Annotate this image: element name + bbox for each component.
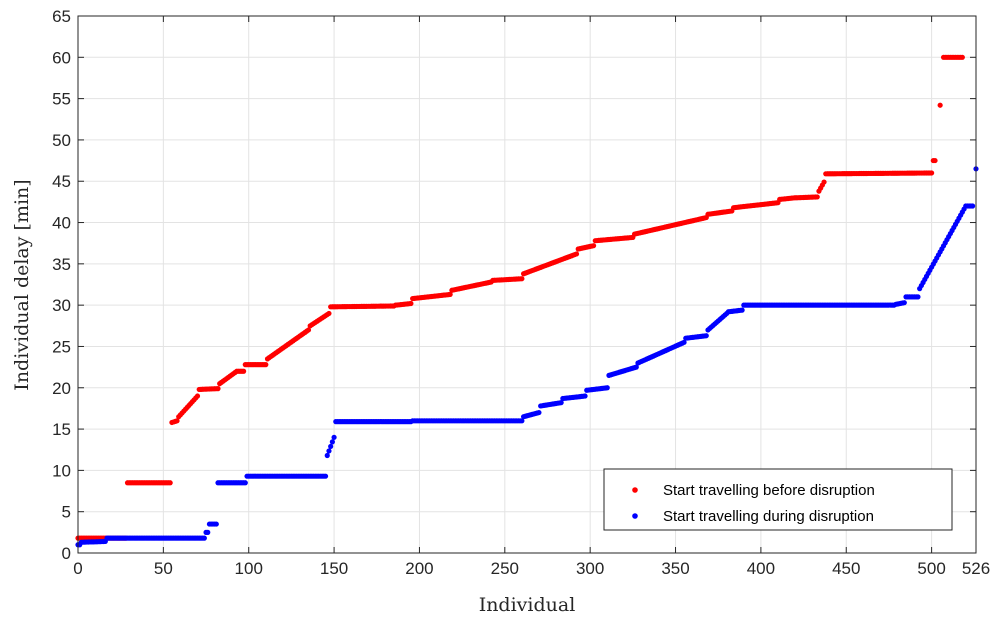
y-tick-label: 25 [52,337,71,356]
data-point [739,307,745,313]
data-point [959,54,965,60]
data-point [331,434,337,440]
data-point [519,418,525,424]
x-tick-label: 500 [917,559,945,578]
series-before-disruption [75,54,965,541]
data-point [901,300,907,306]
x-tick-label: 400 [747,559,775,578]
y-tick-label: 45 [52,172,71,191]
y-tick-label: 5 [62,503,71,522]
data-point [932,157,938,164]
y-tick-label: 50 [52,131,71,150]
data-point [326,310,332,317]
data-point [167,480,173,486]
data-point [821,179,827,185]
x-tick-label: 150 [320,559,348,578]
data-point [969,203,976,209]
data-point [329,439,335,445]
y-tick-label: 35 [52,255,71,274]
data-point [215,386,221,392]
y-tick-label: 20 [52,379,71,398]
x-tick-label: 0 [73,559,82,578]
legend-box [603,468,953,531]
data-point [201,535,207,541]
data-point [408,300,414,307]
data-point [328,443,334,450]
data-point [558,400,564,406]
data-point [447,291,453,298]
y-tick-label: 65 [52,7,71,26]
data-point [590,243,597,249]
x-tick-label: 350 [661,559,689,578]
y-tick-label: 60 [52,48,71,67]
legend: Start travelling before disruption Start… [603,468,953,531]
data-point [519,276,525,282]
data-point [582,393,588,399]
y-tick-label: 10 [52,461,71,480]
y-axis-label: Individual delay [min] [11,179,33,390]
data-point [263,362,269,368]
y-tick-label: 15 [52,420,71,439]
data-point [604,385,610,391]
legend-marker-before [632,487,638,493]
data-point [633,364,639,370]
data-point [305,327,312,333]
legend-label-before: Start travelling before disruption [663,482,875,499]
data-point [937,102,943,108]
data-point [681,339,687,345]
data-point [241,368,247,374]
x-tick-label: 100 [235,559,263,578]
data-point [915,294,921,300]
data-point [536,409,542,416]
x-tick-label: 450 [832,559,860,578]
x-tick-label: 526 [962,559,990,578]
legend-marker-during [632,513,638,519]
data-point [929,170,935,176]
y-tick-label: 30 [52,296,71,315]
data-point [174,418,180,424]
series-during-disruption [75,166,979,548]
data-point [205,529,211,535]
data-point [324,452,330,459]
legend-label-during: Start travelling during disruption [663,508,874,525]
data-point [213,521,219,527]
x-tick-label: 200 [405,559,433,578]
x-tick-label: 300 [576,559,604,578]
plot-frame [77,15,977,554]
y-tick-label: 0 [62,544,71,563]
data-point [242,480,248,486]
y-tick-label: 40 [52,214,71,233]
x-axis-label: Individual [479,594,576,616]
y-tick-label: 55 [52,90,71,109]
data-point [814,194,820,200]
data-point [573,251,580,257]
x-tick-label: 250 [491,559,519,578]
data-point [703,333,709,339]
x-tick-label: 50 [154,559,173,578]
plot-background [78,16,976,553]
data-point [194,393,201,399]
axis-ticks: 0 5 10 15 20 25 30 35 40 45 50 55 60 65 0 50 100 150 200 25… [52,7,990,578]
data-point [322,473,329,479]
data-point [326,448,332,454]
